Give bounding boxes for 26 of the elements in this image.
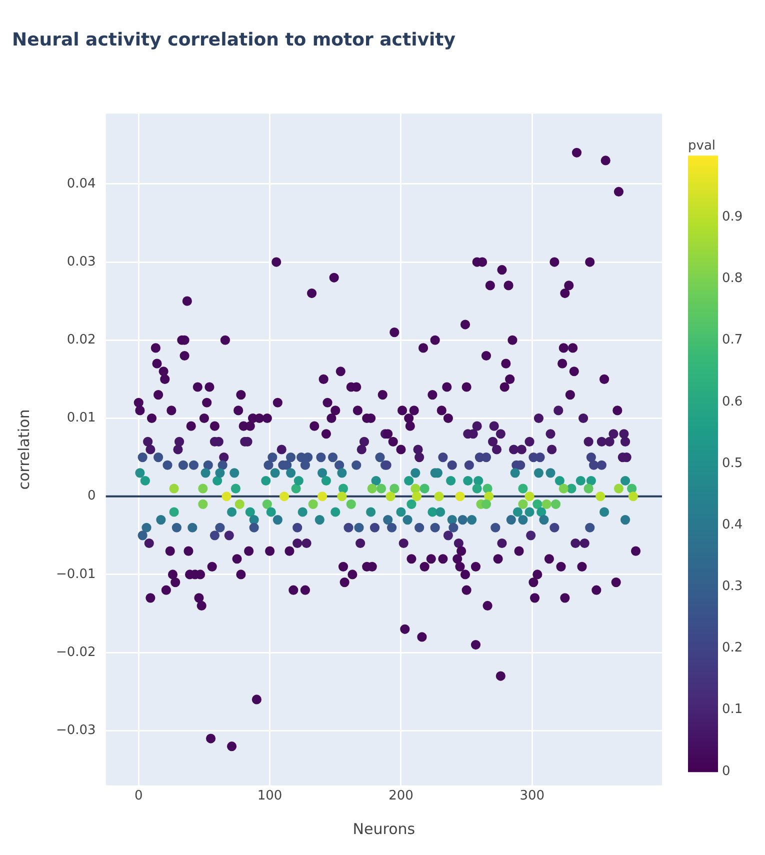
y-tick-label: −0.03: [56, 723, 96, 738]
chart-title: Neural activity correlation to motor activity: [12, 29, 456, 50]
y-tick-label: 0.04: [66, 176, 96, 192]
color-bar-title: pval: [688, 138, 716, 154]
x-tick-label: 100: [257, 788, 282, 804]
color-bar-label: 0.2: [722, 640, 743, 656]
y-tick-label: −0.01: [56, 566, 96, 582]
color-bar-label: 0.4: [722, 517, 743, 532]
color-bar-label: 0.8: [722, 271, 743, 286]
color-bar-label: 0.1: [722, 702, 743, 718]
y-tick-label: 0.01: [66, 410, 96, 426]
x-axis-title: Neurons: [352, 820, 416, 838]
x-tick-label: 300: [520, 788, 545, 804]
color-bar-label: 0.6: [722, 394, 743, 410]
y-axis-title: correlation: [14, 409, 33, 490]
color-bar-label: 0.5: [722, 456, 743, 471]
color-bar-label: 0.3: [722, 579, 743, 594]
y-tick-label: 0: [88, 488, 96, 504]
y-tick-label: 0.02: [66, 332, 96, 348]
y-tick-label: 0.03: [66, 254, 96, 270]
x-tick-label: 0: [134, 788, 143, 804]
y-tick-label: −0.02: [56, 644, 96, 660]
x-tick-label: 200: [388, 788, 414, 804]
color-bar-label: 0.9: [722, 210, 743, 225]
color-bar-label: 0.7: [722, 332, 743, 348]
color-bar-label: 0: [722, 764, 730, 779]
